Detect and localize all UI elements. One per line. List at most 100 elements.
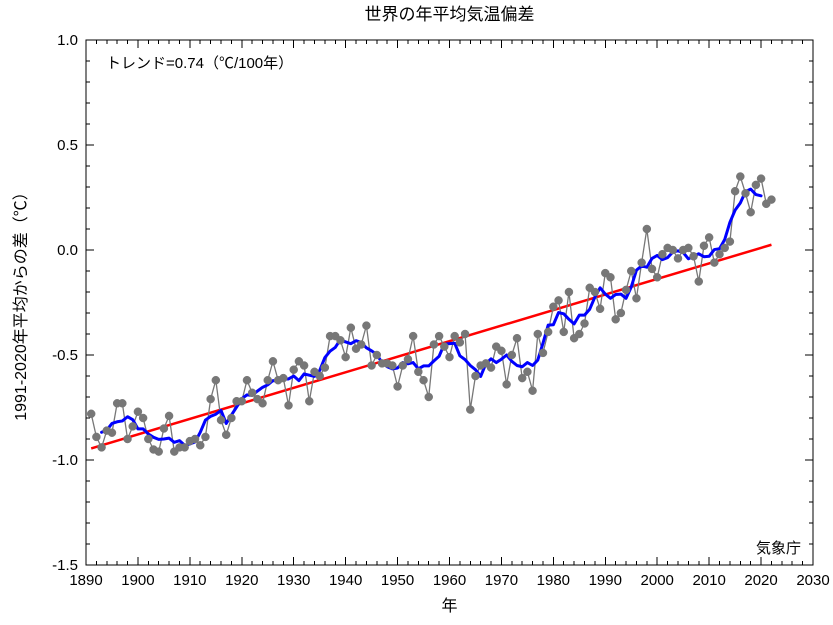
x-tick-label: 1960 [433,572,466,589]
annual-point [98,443,106,451]
annual-point [129,422,137,430]
y-tick-label: 0.0 [57,242,78,259]
annual-point [544,328,552,336]
y-tick-label: -0.5 [52,347,78,364]
annual-point [539,349,547,357]
annual-point [259,399,267,407]
annual-point [695,278,703,286]
x-tick-label: 1980 [537,572,570,589]
annual-point [529,387,537,395]
x-tick-label: 1920 [225,572,258,589]
annual-point [404,355,412,363]
annual-point [622,286,630,294]
y-tick-label: -1.5 [52,557,78,574]
annual-point [342,353,350,361]
annual-point [414,368,422,376]
annual-point [394,383,402,391]
annual-point [362,322,370,330]
x-tick-label: 1990 [589,572,622,589]
x-tick-label: 2030 [796,572,829,589]
annual-point [767,196,775,204]
annual-point [705,233,713,241]
annual-point [736,173,744,181]
annual-point [300,362,308,370]
annual-point [118,399,126,407]
annual-point [643,225,651,233]
annual-point [700,242,708,250]
annual-point [368,362,376,370]
annual-point [523,368,531,376]
annual-point [243,376,251,384]
annual-point [690,252,698,260]
annual-point [139,414,147,422]
annual-point [632,294,640,302]
annual-point [165,412,173,420]
annual-point [201,433,209,441]
annual-point [409,332,417,340]
annual-point [461,330,469,338]
attribution-label: 気象庁 [756,540,801,557]
chart-title: 世界の年平均気温偏差 [365,5,535,24]
annual-point [388,362,396,370]
annual-point [87,410,95,418]
annual-point [710,259,718,267]
annual-point [196,441,204,449]
trend-label: トレンド=0.74（℃/100年） [106,55,293,72]
annual-point [575,330,583,338]
annual-point [279,374,287,382]
annual-point [581,320,589,328]
annual-point [565,288,573,296]
y-axis-label: 1991-2020年平均からの差（℃） [12,184,30,421]
annual-point [497,347,505,355]
annual-point [487,364,495,372]
annual-point [435,332,443,340]
annual-point [212,376,220,384]
annual-point [747,208,755,216]
x-tick-label: 2000 [641,572,674,589]
annual-point [726,238,734,246]
y-tick-label: -1.0 [52,452,78,469]
annual-point [207,395,215,403]
annual-point [466,406,474,414]
annual-point [653,273,661,281]
annual-point [430,341,438,349]
annual-point [591,288,599,296]
annual-point [555,296,563,304]
annual-point [503,380,511,388]
annual-point [373,351,381,359]
x-axis-label: 年 [441,597,457,615]
annual-point [336,336,344,344]
annual-point [741,189,749,197]
annual-point [684,244,692,252]
annual-point [160,425,168,433]
annual-point [617,309,625,317]
annual-point [108,429,116,437]
x-tick-label: 1900 [121,572,154,589]
x-tick-label: 2020 [744,572,777,589]
chart-bg [0,0,833,625]
annual-point [290,366,298,374]
x-tick-label: 1930 [277,572,310,589]
annual-point [316,372,324,380]
annual-point [638,259,646,267]
chart-container: 1890190019101920193019401950196019701980… [0,0,833,625]
x-tick-label: 1970 [485,572,518,589]
annual-point [357,341,365,349]
annual-point [155,448,163,456]
x-tick-label: 1940 [329,572,362,589]
annual-point [731,187,739,195]
annual-point [305,397,313,405]
annual-point [321,364,329,372]
annual-point [456,338,464,346]
annual-point [285,401,293,409]
annual-point [222,431,230,439]
chart-svg: 1890190019101920193019401950196019701980… [0,0,833,625]
annual-point [227,414,235,422]
x-tick-label: 2010 [692,572,725,589]
annual-point [508,351,516,359]
annual-point [513,334,521,342]
annual-point [425,393,433,401]
annual-point [757,175,765,183]
annual-point [648,265,656,273]
annual-point [471,372,479,380]
